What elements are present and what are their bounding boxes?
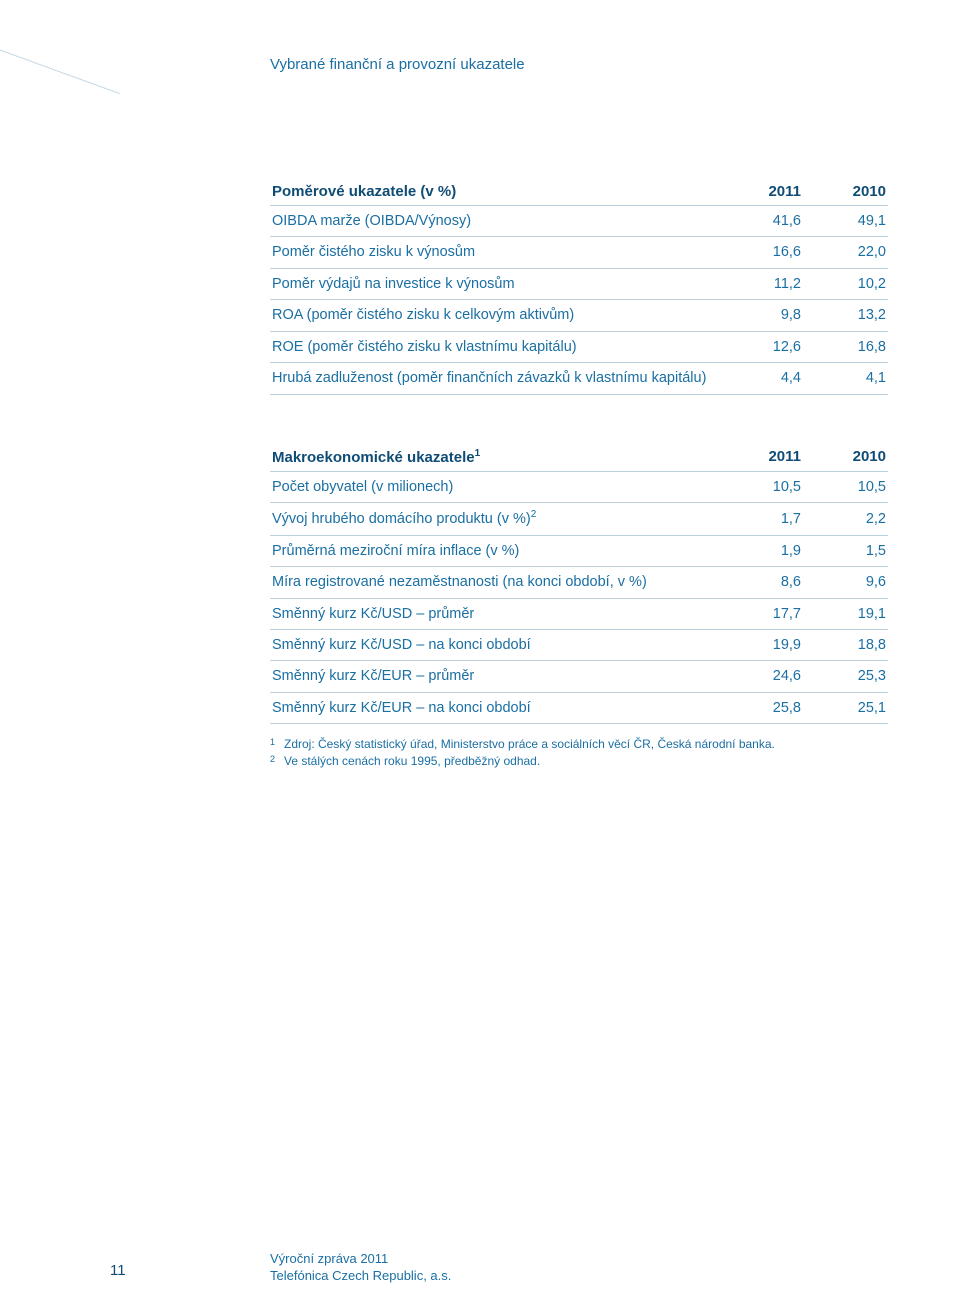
row-val-2011: 1,7 xyxy=(718,503,803,535)
row-val-2011: 41,6 xyxy=(718,206,803,237)
table-row: Směnný kurz Kč/USD – průměr17,719,1 xyxy=(270,598,888,629)
row-val-2010: 18,8 xyxy=(803,629,888,660)
footnote-row: 2Ve stálých cenách roku 1995, předběžný … xyxy=(270,753,888,770)
row-label: Hrubá zadluženost (poměr finančních záva… xyxy=(270,363,718,394)
footnote-mark: 1 xyxy=(270,736,284,753)
row-label: ROA (poměr čistého zisku k celkovým akti… xyxy=(270,300,718,331)
footnote-mark: 2 xyxy=(270,753,284,770)
table-row: Poměr čistého zisku k výnosům16,622,0 xyxy=(270,237,888,268)
row-val-2011: 11,2 xyxy=(718,268,803,299)
row-label: OIBDA marže (OIBDA/Výnosy) xyxy=(270,206,718,237)
row-val-2010: 10,2 xyxy=(803,268,888,299)
table-row: OIBDA marže (OIBDA/Výnosy)41,649,1 xyxy=(270,206,888,237)
row-label: Míra registrované nezaměstnanosti (na ko… xyxy=(270,567,718,598)
table-row: Průměrná meziroční míra inflace (v %)1,9… xyxy=(270,535,888,566)
footnote-text: Ve stálých cenách roku 1995, předběžný o… xyxy=(284,753,540,770)
row-label: Směnný kurz Kč/EUR – na konci období xyxy=(270,692,718,723)
row-val-2010: 2,2 xyxy=(803,503,888,535)
footer-line1: Výroční zpráva 2011 xyxy=(270,1250,451,1268)
row-label: Vývoj hrubého domácího produktu (v %)2 xyxy=(270,503,718,535)
table-header-row: Makroekonomické ukazatele1 2011 2010 xyxy=(270,443,888,472)
footer-text: Výroční zpráva 2011 Telefónica Czech Rep… xyxy=(270,1250,451,1285)
row-val-2010: 19,1 xyxy=(803,598,888,629)
row-val-2011: 4,4 xyxy=(718,363,803,394)
row-val-2011: 17,7 xyxy=(718,598,803,629)
table-row: ROE (poměr čistého zisku k vlastnímu kap… xyxy=(270,331,888,362)
row-val-2011: 25,8 xyxy=(718,692,803,723)
table-row: Poměr výdajů na investice k výnosům11,21… xyxy=(270,268,888,299)
col-2011: 2011 xyxy=(718,178,803,206)
row-val-2011: 10,5 xyxy=(718,471,803,502)
row-val-2010: 1,5 xyxy=(803,535,888,566)
row-label: Směnný kurz Kč/EUR – průměr xyxy=(270,661,718,692)
row-sup: 2 xyxy=(531,509,537,520)
footer-line2: Telefónica Czech Republic, a.s. xyxy=(270,1267,451,1285)
row-val-2010: 4,1 xyxy=(803,363,888,394)
row-val-2011: 24,6 xyxy=(718,661,803,692)
row-label: Směnný kurz Kč/USD – na konci období xyxy=(270,629,718,660)
row-val-2010: 22,0 xyxy=(803,237,888,268)
row-label: Poměr čistého zisku k výnosům xyxy=(270,237,718,268)
row-val-2010: 49,1 xyxy=(803,206,888,237)
row-label: Poměr výdajů na investice k výnosům xyxy=(270,268,718,299)
table-header-row: Poměrové ukazatele (v %) 2011 2010 xyxy=(270,178,888,206)
row-val-2010: 25,3 xyxy=(803,661,888,692)
row-val-2010: 25,1 xyxy=(803,692,888,723)
row-val-2011: 9,8 xyxy=(718,300,803,331)
table-row: Směnný kurz Kč/EUR – na konci období25,8… xyxy=(270,692,888,723)
row-val-2011: 12,6 xyxy=(718,331,803,362)
col-label: Poměrové ukazatele (v %) xyxy=(270,178,718,206)
table-row: ROA (poměr čistého zisku k celkovým akti… xyxy=(270,300,888,331)
row-val-2010: 16,8 xyxy=(803,331,888,362)
row-val-2011: 19,9 xyxy=(718,629,803,660)
macro-indicators-table: Makroekonomické ukazatele1 2011 2010 Poč… xyxy=(270,443,888,725)
row-val-2010: 9,6 xyxy=(803,567,888,598)
row-label: Směnný kurz Kč/USD – průměr xyxy=(270,598,718,629)
row-val-2010: 10,5 xyxy=(803,471,888,502)
row-val-2010: 13,2 xyxy=(803,300,888,331)
table-row: Míra registrované nezaměstnanosti (na ko… xyxy=(270,567,888,598)
col-2010: 2010 xyxy=(803,178,888,206)
table-row: Směnný kurz Kč/USD – na konci období19,9… xyxy=(270,629,888,660)
col-label: Makroekonomické ukazatele1 xyxy=(270,443,718,472)
table-row: Hrubá zadluženost (poměr finančních záva… xyxy=(270,363,888,394)
table-row: Vývoj hrubého domácího produktu (v %)21,… xyxy=(270,503,888,535)
page-section-title: Vybrané finanční a provozní ukazatele xyxy=(270,56,525,73)
ratio-indicators-table: Poměrové ukazatele (v %) 2011 2010 OIBDA… xyxy=(270,178,888,395)
row-val-2011: 1,9 xyxy=(718,535,803,566)
main-content: Poměrové ukazatele (v %) 2011 2010 OIBDA… xyxy=(270,178,888,770)
footnote-row: 1Zdroj: Český statistický úřad, Minister… xyxy=(270,736,888,753)
row-val-2011: 8,6 xyxy=(718,567,803,598)
row-label: Počet obyvatel (v milionech) xyxy=(270,471,718,502)
table-row: Směnný kurz Kč/EUR – průměr24,625,3 xyxy=(270,661,888,692)
col-2010: 2010 xyxy=(803,443,888,472)
footnotes: 1Zdroj: Český statistický úřad, Minister… xyxy=(270,736,888,770)
row-label: ROE (poměr čistého zisku k vlastnímu kap… xyxy=(270,331,718,362)
page-number: 11 xyxy=(110,1262,126,1279)
col-2011: 2011 xyxy=(718,443,803,472)
header-sup: 1 xyxy=(475,448,481,459)
table-row: Počet obyvatel (v milionech)10,510,5 xyxy=(270,471,888,502)
header-label-text: Makroekonomické ukazatele xyxy=(272,449,475,466)
row-label: Průměrná meziroční míra inflace (v %) xyxy=(270,535,718,566)
footnote-text: Zdroj: Český statistický úřad, Ministers… xyxy=(284,736,775,753)
row-val-2011: 16,6 xyxy=(718,237,803,268)
decorative-diagonal-line xyxy=(0,35,120,94)
